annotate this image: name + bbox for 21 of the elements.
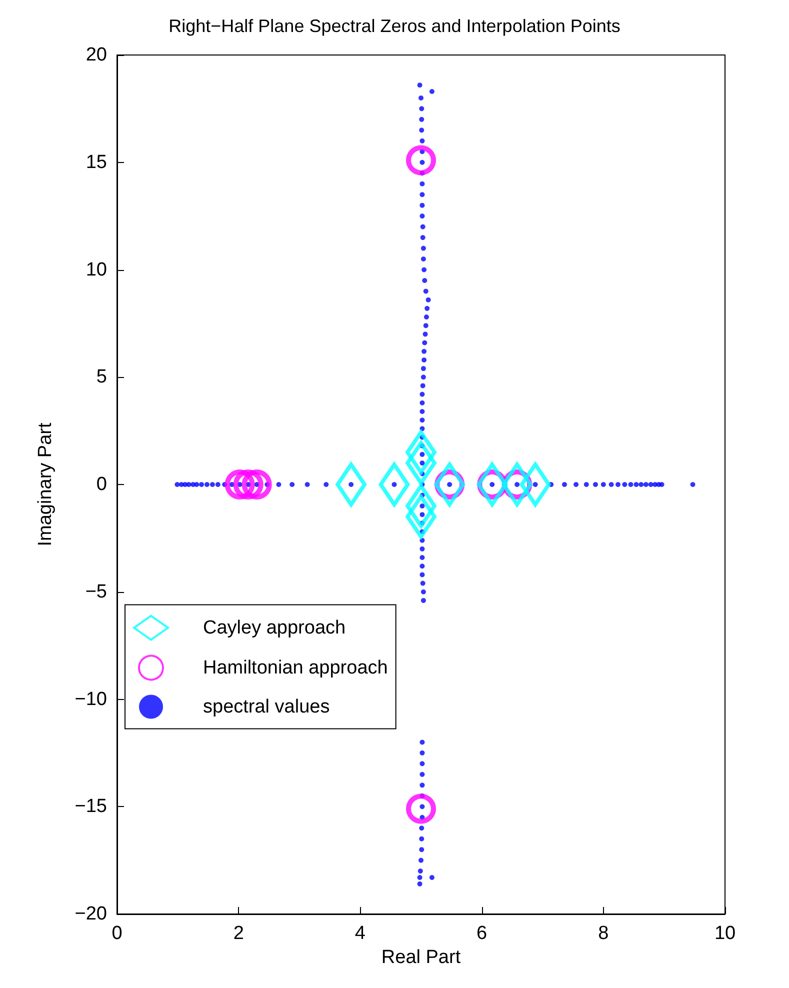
y-tick-label: 15 xyxy=(86,152,107,173)
x-tick-label: 2 xyxy=(233,923,244,944)
legend-label: spectral values xyxy=(203,696,330,718)
y-tick-label: 10 xyxy=(86,259,107,280)
y-tick-label: −20 xyxy=(74,904,107,924)
x-tick-label: 6 xyxy=(476,923,488,944)
y-tick-label: −10 xyxy=(74,688,107,710)
legend-label: Cayley approach xyxy=(203,617,346,638)
x-tick-label: 4 xyxy=(354,923,366,944)
x-tick-label: 0 xyxy=(112,923,122,944)
legend-label: Hamiltonian approach xyxy=(203,657,388,678)
y-axis-title: Imaginary Part xyxy=(35,422,56,546)
x-tick-label: 8 xyxy=(598,923,609,944)
y-tick-label: −15 xyxy=(74,796,107,818)
y-tick-label: 20 xyxy=(86,44,107,66)
x-axis-title: Real Part xyxy=(381,946,462,968)
x-tick-label: 10 xyxy=(714,923,736,944)
y-tick-label: 0 xyxy=(96,474,107,495)
chart-title: Right−Half Plane Spectral Zeros and Interpolation Points xyxy=(168,16,620,36)
y-tick-label: −5 xyxy=(85,581,107,602)
y-tick-label: 5 xyxy=(96,366,107,388)
